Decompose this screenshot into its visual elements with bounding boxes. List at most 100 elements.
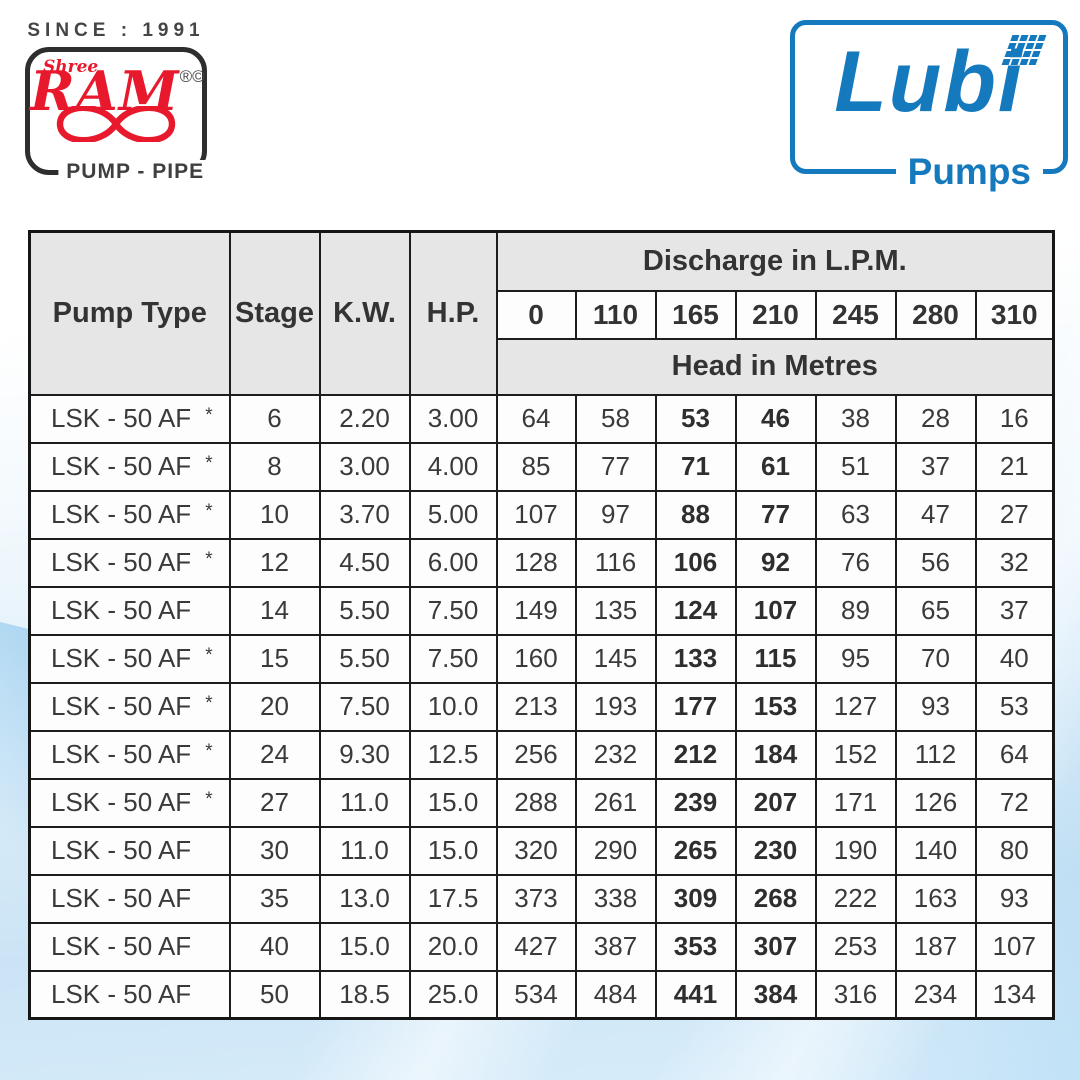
- discharge-value-header: 310: [974, 289, 1055, 340]
- head-value-cell: 384: [734, 969, 817, 1020]
- head-value-cell: 107: [495, 489, 577, 540]
- kw-cell: 3.70: [318, 489, 411, 540]
- head-value-cell: 53: [974, 681, 1055, 732]
- header-kw: K.W.: [318, 230, 411, 396]
- table-row: LSK - 50 AF * 10 3.70 5.00 107 97 88 77 63 47 27: [28, 489, 1055, 540]
- kw-cell: 18.5: [318, 969, 411, 1020]
- head-value-cell: 107: [974, 921, 1055, 972]
- hp-cell: 7.50: [408, 585, 498, 636]
- since-1991-text: SINCE : 1991: [27, 20, 205, 41]
- head-value-cell: 107: [734, 585, 817, 636]
- head-value-cell: 28: [894, 393, 977, 444]
- discharge-value-header: 245: [814, 289, 897, 340]
- head-value-cell: 16: [974, 393, 1055, 444]
- head-value-cell: 239: [654, 777, 737, 828]
- head-value-cell: 213: [495, 681, 577, 732]
- kw-cell: 15.0: [318, 921, 411, 972]
- head-value-cell: 234: [894, 969, 977, 1020]
- head-value-cell: 47: [894, 489, 977, 540]
- head-value-cell: 21: [974, 441, 1055, 492]
- head-value-cell: 265: [654, 825, 737, 876]
- head-value-cell: 232: [574, 729, 657, 780]
- head-value-cell: 112: [894, 729, 977, 780]
- head-value-cell: 320: [495, 825, 577, 876]
- stage-cell: 35: [228, 873, 321, 924]
- pump-type-cell: LSK - 50 AF *: [28, 777, 231, 828]
- head-value-cell: 89: [814, 585, 897, 636]
- asterisk-mark: *: [205, 405, 213, 426]
- head-value-cell: 160: [495, 633, 577, 684]
- pump-type-cell: LSK - 50 AF: [28, 873, 231, 924]
- head-value-cell: 71: [654, 441, 737, 492]
- head-value-cell: 65: [894, 585, 977, 636]
- head-value-cell: 93: [894, 681, 977, 732]
- kw-cell: 13.0: [318, 873, 411, 924]
- pump-type-cell: LSK - 50 AF: [28, 969, 231, 1020]
- stage-cell: 12: [228, 537, 321, 588]
- table-row: LSK - 50 AF * 20 7.50 10.0 213 193 177 153 127 93 5…: [28, 681, 1055, 732]
- hp-cell: 15.0: [408, 825, 498, 876]
- pump-type-cell: LSK - 50 AF *: [28, 729, 231, 780]
- head-value-cell: 212: [654, 729, 737, 780]
- table-row: LSK - 50 AF * 6 2.20 3.00 64 58 53 46 38 28 16: [28, 393, 1055, 444]
- discharge-value-header: 165: [654, 289, 737, 340]
- table-row: LSK - 50 AF 30 11.0 15.0 320 290 265 230 190 140 8…: [28, 825, 1055, 876]
- kw-cell: 11.0: [318, 825, 411, 876]
- head-value-cell: 46: [734, 393, 817, 444]
- head-value-cell: 207: [734, 777, 817, 828]
- kw-cell: 5.50: [318, 633, 411, 684]
- head-value-cell: 127: [814, 681, 897, 732]
- head-value-cell: 268: [734, 873, 817, 924]
- discharge-value-header: 0: [495, 289, 577, 340]
- head-value-cell: 77: [574, 441, 657, 492]
- stage-cell: 24: [228, 729, 321, 780]
- asterisk-mark: *: [205, 549, 213, 570]
- shree-text: Shree: [43, 57, 99, 77]
- head-value-cell: 133: [654, 633, 737, 684]
- kw-cell: 11.0: [318, 777, 411, 828]
- header-discharge-lpm: Discharge in L.P.M.: [495, 230, 1055, 292]
- head-value-cell: 135: [574, 585, 657, 636]
- pump-type-cell: LSK - 50 AF: [28, 585, 231, 636]
- pump-type-cell: LSK - 50 AF: [28, 825, 231, 876]
- stage-cell: 27: [228, 777, 321, 828]
- head-value-cell: 309: [654, 873, 737, 924]
- hp-cell: 7.50: [408, 633, 498, 684]
- head-value-cell: 53: [654, 393, 737, 444]
- head-value-cell: 126: [894, 777, 977, 828]
- head-value-cell: 140: [894, 825, 977, 876]
- ram-flourish-swirl-icon: [56, 106, 176, 142]
- head-value-cell: 116: [574, 537, 657, 588]
- hp-cell: 10.0: [408, 681, 498, 732]
- head-value-cell: 93: [974, 873, 1055, 924]
- pump-type-cell: LSK - 50 AF: [28, 921, 231, 972]
- head-value-cell: 77: [734, 489, 817, 540]
- head-value-cell: 193: [574, 681, 657, 732]
- kw-cell: 3.00: [318, 441, 411, 492]
- discharge-value-header: 110: [574, 289, 657, 340]
- hp-cell: 15.0: [408, 777, 498, 828]
- head-value-cell: 85: [495, 441, 577, 492]
- stage-cell: 30: [228, 825, 321, 876]
- head-value-cell: 261: [574, 777, 657, 828]
- head-value-cell: 37: [894, 441, 977, 492]
- kw-cell: 4.50: [318, 537, 411, 588]
- head-value-cell: 124: [654, 585, 737, 636]
- pump-type-cell: LSK - 50 AF *: [28, 681, 231, 732]
- head-value-cell: 290: [574, 825, 657, 876]
- stage-cell: 6: [228, 393, 321, 444]
- table-row: LSK - 50 AF * 12 4.50 6.00 128 116 106 92 76 56 32: [28, 537, 1055, 588]
- lubi-wordmark: Lubi: [834, 34, 1024, 130]
- stage-cell: 20: [228, 681, 321, 732]
- head-value-cell: 316: [814, 969, 897, 1020]
- pump-type-cell: LSK - 50 AF *: [28, 489, 231, 540]
- head-value-cell: 134: [974, 969, 1055, 1020]
- pump-spec-table: Pump Type Stage K.W. H.P. Discharge in L…: [28, 230, 1056, 1020]
- head-value-cell: 373: [495, 873, 577, 924]
- ram-logo-box: Shree RAM®© PUMP - PIPE: [25, 47, 213, 184]
- kw-cell: 7.50: [318, 681, 411, 732]
- head-value-cell: 427: [495, 921, 577, 972]
- shree-ram-logo: SINCE : 1991 Shree RAM®© PUMP - PIPE: [25, 20, 213, 184]
- head-value-cell: 115: [734, 633, 817, 684]
- pump-type-cell: LSK - 50 AF *: [28, 393, 231, 444]
